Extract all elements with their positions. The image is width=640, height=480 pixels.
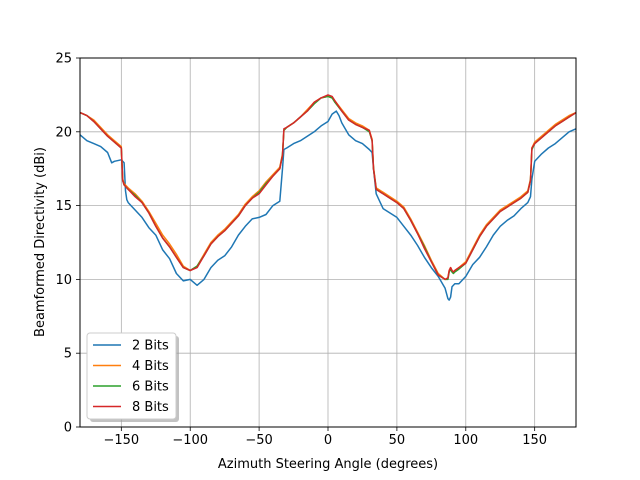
y-tick-label: 20 <box>55 125 72 140</box>
x-tick-label: 100 <box>453 433 478 448</box>
y-tick-label: 5 <box>64 347 72 362</box>
series-line-4-bits <box>79 95 577 281</box>
x-tick-label: −50 <box>245 433 272 448</box>
y-tick-label: 0 <box>64 421 72 436</box>
legend-label: 2 Bits <box>132 339 169 354</box>
legend: 2 Bits 4 Bits 6 Bits 8 Bits <box>86 332 179 422</box>
x-axis-ticks: −150 −100 −50 0 50 100 150 <box>103 427 547 448</box>
y-tick-label: 15 <box>55 199 72 214</box>
x-tick-label: 0 <box>324 433 332 448</box>
legend-label: 8 Bits <box>132 400 169 415</box>
legend-label: 6 Bits <box>132 380 169 395</box>
x-tick-label: 150 <box>522 433 547 448</box>
series-line-8-bits <box>79 94 577 281</box>
x-tick-label: 50 <box>389 433 406 448</box>
y-tick-label: 10 <box>55 273 72 288</box>
legend-box <box>86 332 177 420</box>
plot-series <box>79 94 577 301</box>
legend-label: 4 Bits <box>132 359 169 374</box>
series-line-2-bits <box>79 110 577 301</box>
x-tick-label: −150 <box>103 433 139 448</box>
y-axis-label: Beamformed Directivity (dBi) <box>33 147 48 337</box>
x-tick-label: −100 <box>172 433 208 448</box>
x-axis-label: Azimuth Steering Angle (degrees) <box>218 457 438 472</box>
y-axis-ticks: 0 5 10 15 20 25 <box>55 52 80 436</box>
y-tick-label: 25 <box>55 52 72 67</box>
